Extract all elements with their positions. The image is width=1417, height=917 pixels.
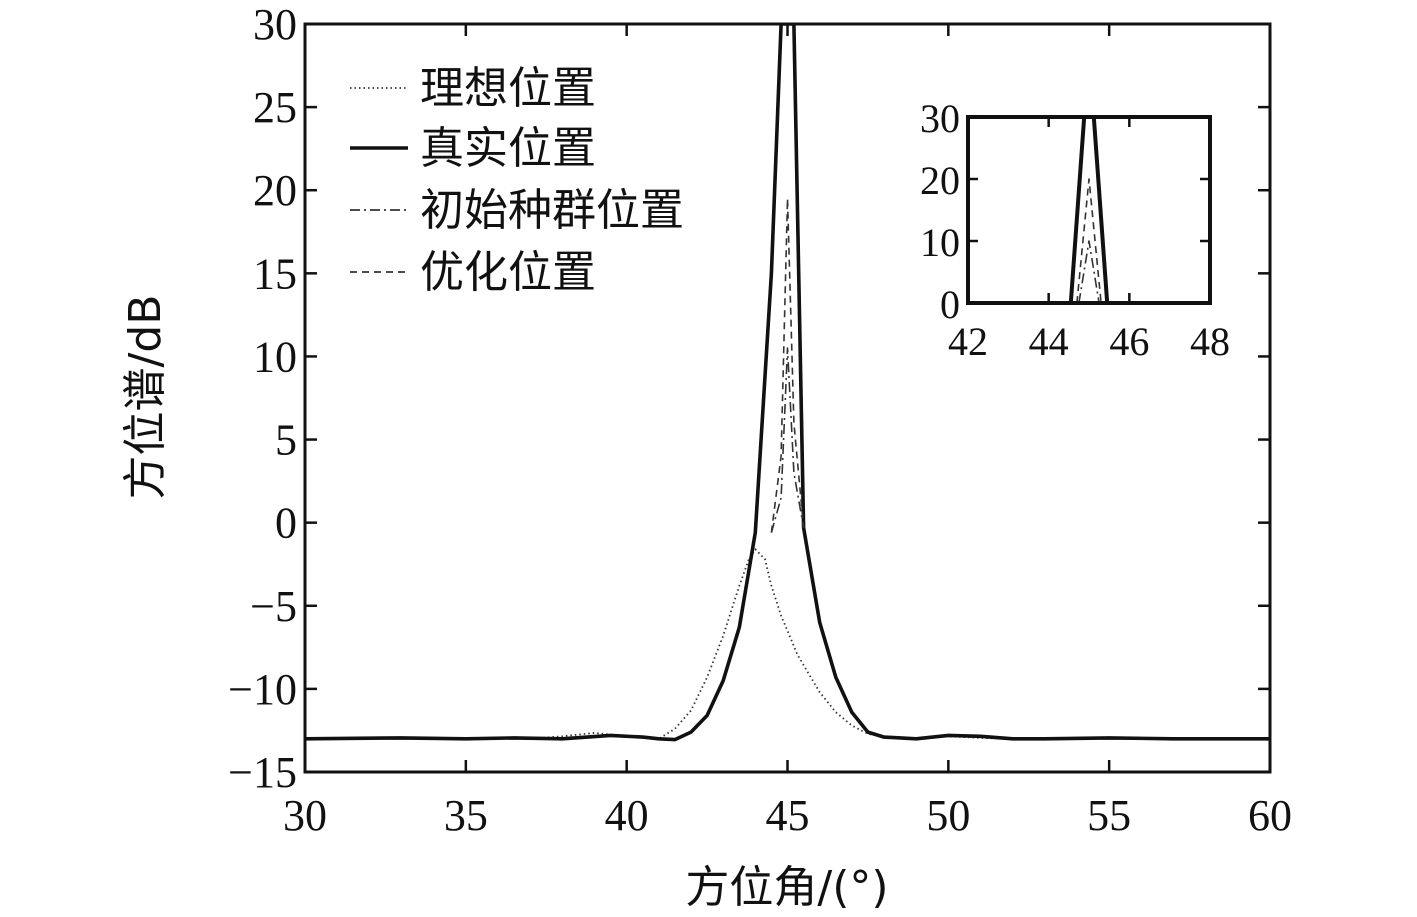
y-tick-label: −10 bbox=[228, 665, 297, 714]
x-tick-label: 55 bbox=[1087, 791, 1131, 840]
y-tick-label: 15 bbox=[253, 249, 297, 298]
series-group bbox=[305, 24, 1270, 742]
legend-label-1: 理想位置 bbox=[420, 63, 596, 114]
axes-frame bbox=[966, 115, 1212, 305]
series-line-1 bbox=[1068, 117, 1110, 303]
y-axis-title: 方位谱/dB bbox=[120, 295, 171, 500]
y-tick-label: 20 bbox=[920, 158, 960, 203]
y-tick-label: 10 bbox=[253, 332, 297, 381]
y-tick-label: 5 bbox=[275, 416, 297, 465]
inset-background bbox=[968, 117, 1210, 303]
x-axis-title: 方位角/(°) bbox=[685, 862, 888, 913]
series-line-3 bbox=[770, 347, 805, 533]
legend-label-3: 初始种群位置 bbox=[420, 185, 684, 236]
x-tick-label: 60 bbox=[1248, 791, 1292, 840]
x-tick-label: 48 bbox=[1190, 319, 1230, 364]
series-line-2 bbox=[305, 24, 1270, 742]
y-tick-label: 10 bbox=[920, 220, 960, 265]
inset-plot: 42 44 46 48 0 10 20 30 bbox=[920, 96, 1230, 364]
y-tick-label: 25 bbox=[253, 83, 297, 132]
y-tick-label: −5 bbox=[250, 582, 297, 631]
x-tick-label: 44 bbox=[1029, 319, 1069, 364]
y-tick-label: 30 bbox=[920, 96, 960, 141]
y-tick-label: 20 bbox=[253, 166, 297, 215]
legend-label-2: 真实位置 bbox=[420, 123, 596, 174]
y-tick-label: 30 bbox=[253, 0, 297, 49]
y-tick-label: 0 bbox=[275, 499, 297, 548]
series-line-2 bbox=[1076, 178, 1102, 303]
series-group bbox=[1068, 117, 1110, 303]
x-tick-label: 45 bbox=[766, 791, 810, 840]
x-tick-label: 42 bbox=[948, 319, 988, 364]
x-tick-label: 30 bbox=[283, 791, 327, 840]
y-tick-label: −15 bbox=[228, 748, 297, 797]
legend-label-4: 优化位置 bbox=[420, 247, 596, 298]
main-plot: 30 35 40 45 50 55 60 −15 −10 −5 0 5 10 15 20 25 30 bbox=[228, 0, 1292, 840]
x-tick-label: 50 bbox=[926, 791, 970, 840]
x-tick-label: 46 bbox=[1109, 319, 1149, 364]
series-line-3 bbox=[1078, 240, 1100, 303]
x-tick-label: 40 bbox=[605, 791, 649, 840]
x-tick-label: 35 bbox=[444, 791, 488, 840]
series-line-4 bbox=[770, 197, 805, 533]
y-tick-label: 0 bbox=[940, 282, 960, 327]
